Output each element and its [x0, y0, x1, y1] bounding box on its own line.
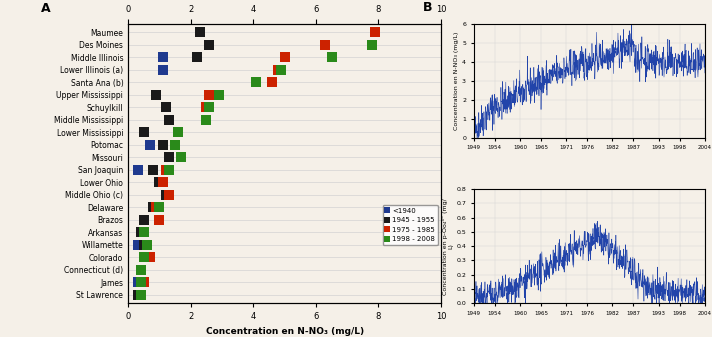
Y-axis label: Concentration en N-NO₃ (mg/L): Concentration en N-NO₃ (mg/L) [454, 31, 459, 130]
X-axis label: Concentration en N-NO₃ (mg/L): Concentration en N-NO₃ (mg/L) [206, 327, 364, 336]
Text: A: A [41, 2, 50, 15]
Y-axis label: Concentration en p-Oo₄³⁻ (mg/
L): Concentration en p-Oo₄³⁻ (mg/ L) [441, 198, 454, 295]
Legend: <1940, 1945 - 1955, 1975 - 1985, 1998 - 2008: <1940, 1945 - 1955, 1975 - 1985, 1998 - … [383, 205, 438, 245]
Text: B: B [423, 1, 432, 14]
